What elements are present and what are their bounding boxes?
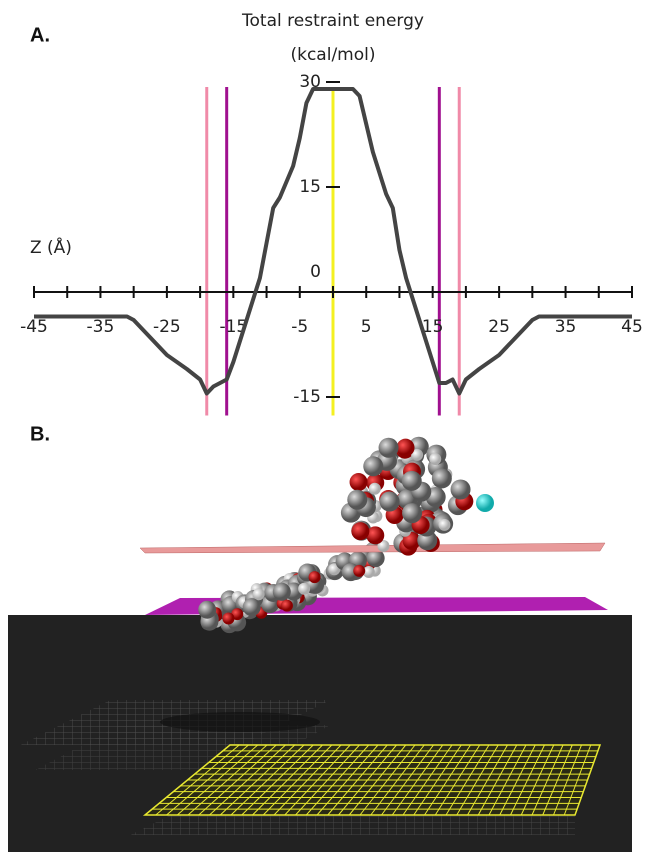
panel-label: B. [30,423,50,445]
atom [272,582,291,601]
atom [450,479,471,500]
y-tick-label: 0 [310,262,321,282]
atom [366,549,385,568]
line [34,87,632,396]
atom [402,531,421,550]
x-tick-label: 35 [555,317,577,337]
atom [476,494,494,512]
atom [378,437,399,458]
shadow [160,712,320,732]
atom [298,582,311,595]
atom [280,599,293,612]
atom [368,482,381,495]
atom [242,598,261,617]
x-tick-label: -25 [153,317,181,337]
atom [402,503,423,524]
atom [347,489,368,510]
atom [363,456,384,477]
atom [411,448,424,461]
atom [379,491,400,512]
atom [429,453,442,466]
x-tick-label: 45 [621,317,643,337]
yellow-grid [142,744,602,816]
membrane-render [8,436,632,852]
x-tick-label: -35 [87,317,115,337]
atom [366,526,385,545]
atom [438,518,451,531]
x-axis-label: Z (Å) [30,236,72,258]
x-tick-label: 15 [422,317,444,337]
panel-label: A. [30,24,50,46]
atom [198,600,217,619]
y-tick-label: 15 [299,177,321,197]
y-axis-label: (kcal/mol) [290,45,375,65]
x-tick-label: 5 [361,317,372,337]
x-tick-label: 25 [488,317,510,337]
atom [222,612,235,625]
x-tick-label: -15 [219,317,247,337]
atom [362,566,375,579]
pink-plane [139,542,606,554]
x-tick-label: -45 [20,317,48,337]
y-tick-label: -15 [293,387,321,407]
atom [431,468,452,489]
atom [349,473,368,492]
molecule [198,541,385,634]
y-axis-label: Total restraint energy [241,11,424,31]
atom [377,540,390,553]
atom [396,438,415,457]
atom [351,522,370,541]
atom [308,571,321,584]
x-tick-label: -5 [291,317,308,337]
atom [252,588,265,601]
atom [353,564,366,577]
atom [401,470,422,491]
molecule [340,436,494,556]
